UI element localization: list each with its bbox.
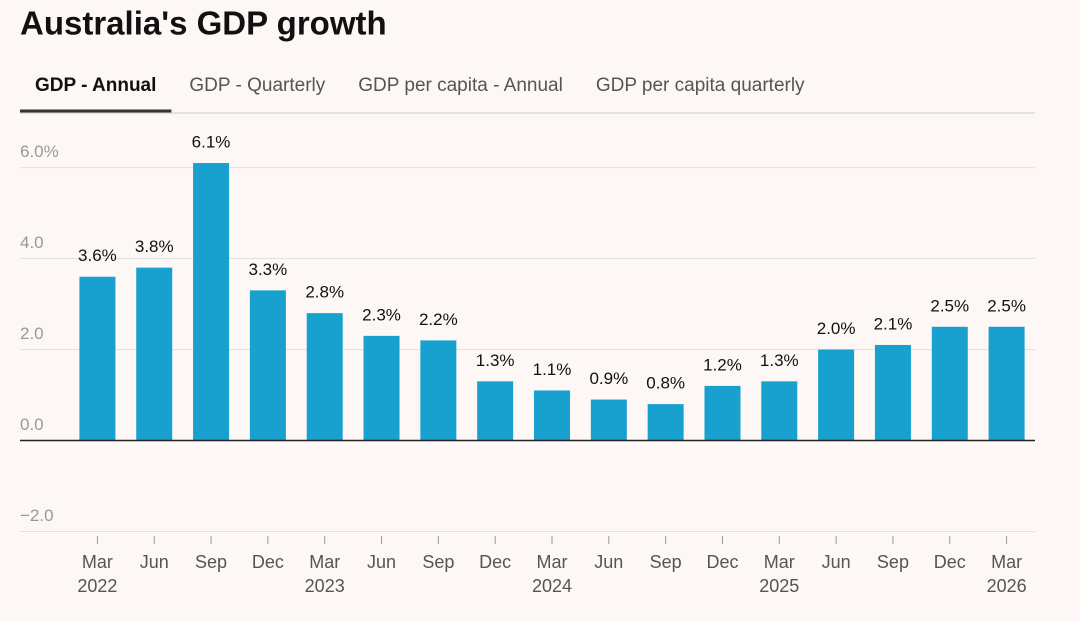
value-label: 3.6% xyxy=(78,246,117,265)
bar xyxy=(761,381,798,441)
bar xyxy=(534,390,570,441)
value-label: 2.5% xyxy=(987,296,1026,315)
x-tick-label: Mar xyxy=(309,552,340,572)
x-tick-label: Mar xyxy=(537,552,568,572)
x-tick-label: Jun xyxy=(594,552,623,572)
bar xyxy=(590,399,627,441)
bar xyxy=(874,344,911,441)
bar xyxy=(704,385,741,441)
value-label: 2.3% xyxy=(362,305,401,324)
bar xyxy=(647,404,684,441)
x-tick-label: Sep xyxy=(650,552,682,572)
x-tick-year: 2022 xyxy=(77,576,117,596)
value-label: 6.1% xyxy=(192,133,231,152)
x-tick-year: 2025 xyxy=(759,576,799,596)
bar xyxy=(306,313,343,441)
x-tick-label: Dec xyxy=(934,552,966,572)
x-tick-label: Dec xyxy=(252,552,284,572)
y-tick-label: −2.0 xyxy=(20,506,54,525)
bar xyxy=(136,267,173,441)
x-tick-label: Jun xyxy=(822,552,851,572)
x-tick-label: Mar xyxy=(82,552,113,572)
value-label: 1.1% xyxy=(533,360,572,379)
value-label: 2.8% xyxy=(305,283,344,302)
x-tick-year: 2023 xyxy=(305,576,345,596)
y-tick-label: 6.0% xyxy=(20,142,59,161)
value-label: 2.2% xyxy=(419,310,458,329)
value-label: 1.3% xyxy=(476,351,515,370)
bar xyxy=(79,276,116,441)
tab[interactable]: GDP - Annual xyxy=(35,75,156,96)
x-tick-label: Jun xyxy=(140,552,169,572)
x-tick-year: 2024 xyxy=(532,576,572,596)
x-tick-label: Mar xyxy=(991,552,1022,572)
value-label: 1.3% xyxy=(760,351,799,370)
bar xyxy=(249,290,286,441)
value-label: 0.8% xyxy=(646,374,685,393)
bar xyxy=(818,349,855,441)
bar xyxy=(477,381,514,441)
x-tick-label: Dec xyxy=(479,552,511,572)
y-tick-label: 2.0 xyxy=(20,324,44,343)
value-label: 1.2% xyxy=(703,355,742,374)
bar xyxy=(988,326,1025,441)
x-tick-label: Jun xyxy=(367,552,396,572)
value-label: 3.8% xyxy=(135,237,174,256)
chart-title: Australia's GDP growth xyxy=(20,5,387,42)
x-tick-label: Sep xyxy=(195,552,227,572)
x-tick-label: Dec xyxy=(706,552,738,572)
tab[interactable]: GDP - Quarterly xyxy=(189,75,325,96)
value-label: 3.3% xyxy=(249,260,288,279)
tab[interactable]: GDP per capita quarterly xyxy=(596,75,805,96)
y-tick-label: 4.0 xyxy=(20,233,44,252)
bar xyxy=(420,340,457,441)
value-label: 2.1% xyxy=(874,314,913,333)
bar xyxy=(931,326,968,441)
x-tick-year: 2026 xyxy=(987,576,1027,596)
bar xyxy=(363,335,400,441)
y-tick-label: 0.0 xyxy=(20,415,44,434)
value-label: 2.5% xyxy=(930,296,969,315)
x-tick-label: Mar xyxy=(764,552,795,572)
value-label: 2.0% xyxy=(817,319,856,338)
tab[interactable]: GDP per capita - Annual xyxy=(358,75,563,96)
bar xyxy=(193,163,230,441)
x-tick-label: Sep xyxy=(422,552,454,572)
value-label: 0.9% xyxy=(589,369,628,388)
x-tick-label: Sep xyxy=(877,552,909,572)
